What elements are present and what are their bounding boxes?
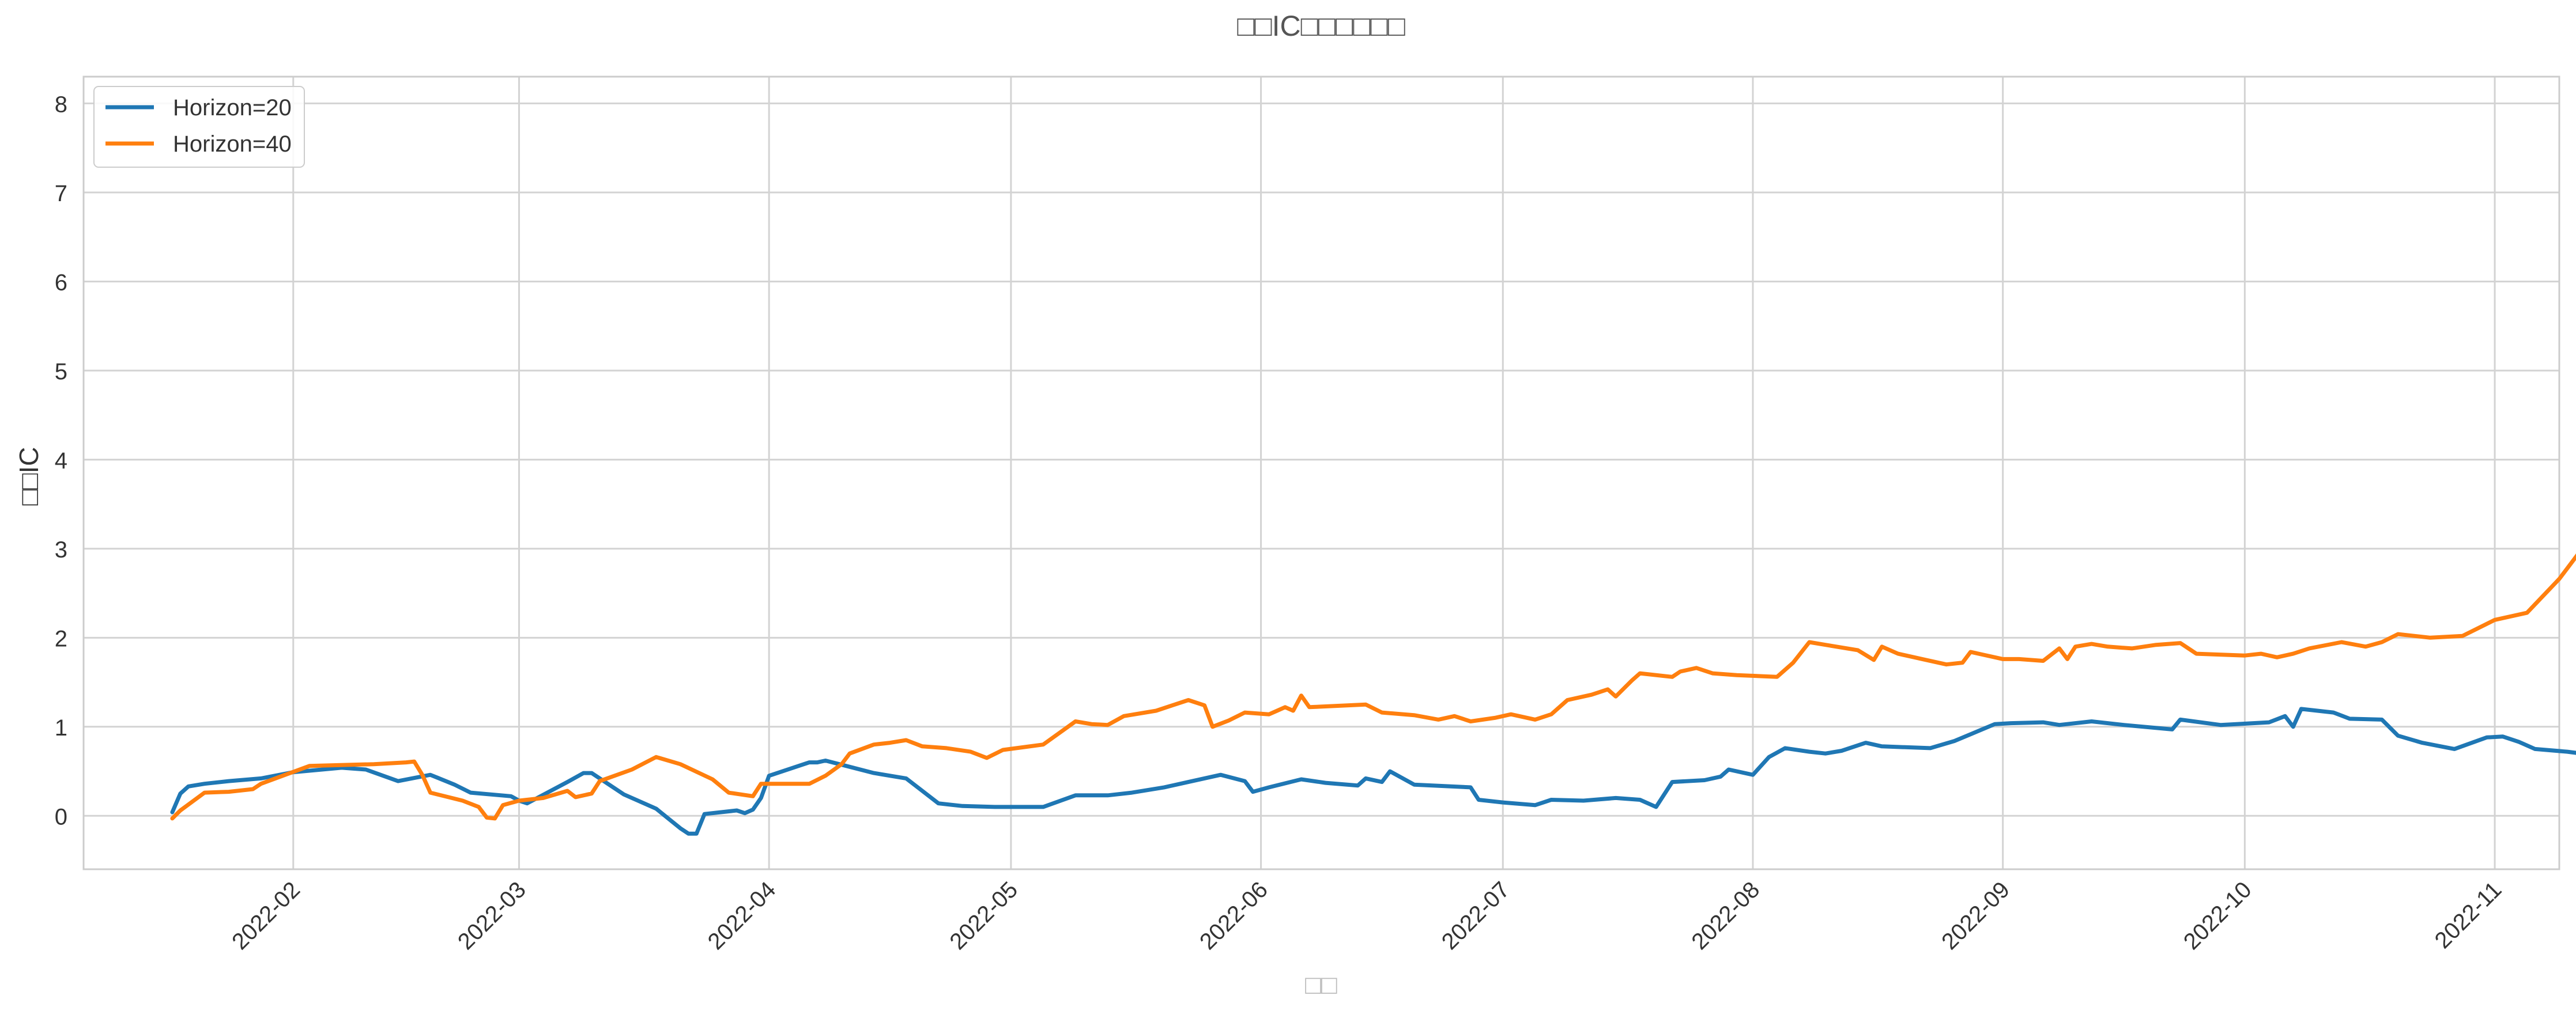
legend-label-2: Horizon=40 (173, 131, 292, 157)
y-tick-label: 5 (55, 359, 67, 384)
y-tick-label: 3 (55, 537, 67, 563)
legend: Horizon=20 Horizon=40 (93, 86, 305, 168)
series-line-1 (170, 707, 2576, 836)
y-tick-label: 0 (55, 804, 67, 829)
plot-area (82, 76, 2560, 870)
y-tick-label: 4 (55, 448, 67, 473)
series-line-2 (170, 553, 2576, 821)
y-axis-label: □□IC (14, 447, 44, 506)
y-tick-label: 1 (55, 715, 67, 741)
y-tick-label: 8 (55, 92, 67, 117)
y-tick-label: 7 (55, 181, 67, 206)
legend-label-1: Horizon=20 (173, 95, 292, 120)
x-axis-label: □□ (1305, 970, 1337, 1000)
chart-title: □□IC□□□□□□ (1237, 10, 1405, 42)
y-tick-label: 6 (55, 270, 67, 295)
y-tick-label: 2 (55, 626, 67, 651)
